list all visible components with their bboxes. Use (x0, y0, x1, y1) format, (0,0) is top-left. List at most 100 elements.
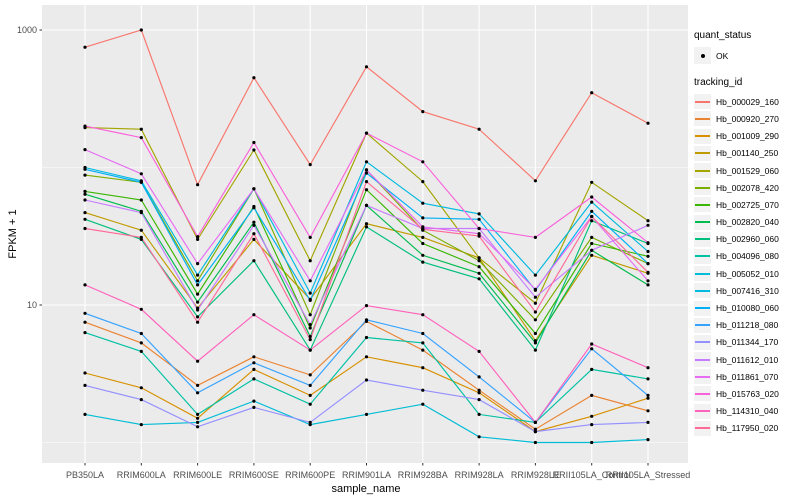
legend-item-label: Hb_117950_020 (716, 423, 779, 434)
data-point-Hb_004096_080 (421, 341, 425, 345)
x-tick-label: PB350LA (66, 470, 104, 480)
legend-item-Hb_000920_270: Hb_000920_270 (694, 110, 798, 127)
data-point-Hb_001009_290 (83, 371, 87, 375)
data-point-Hb_011344_170 (590, 423, 594, 427)
legend-item-ok: OK (694, 47, 798, 65)
data-point-Hb_114310_040 (308, 348, 312, 352)
data-point-Hb_114310_040 (646, 366, 650, 370)
data-point-Hb_117950_020 (83, 226, 87, 231)
data-point-Hb_015763_020 (477, 226, 481, 231)
data-point-Hb_000029_160 (139, 28, 143, 32)
data-point-Hb_114310_040 (196, 359, 200, 363)
legend-title-tracking-id: tracking_id (694, 77, 743, 89)
legend-key (694, 248, 711, 264)
data-point-Hb_001529_060 (139, 127, 143, 131)
legend-key (694, 403, 711, 419)
data-point-Hb_000029_160 (252, 76, 256, 80)
data-point-Hb_011612_010 (139, 211, 143, 215)
data-point-Hb_001009_290 (196, 416, 200, 420)
legend-item-Hb_002820_040: Hb_002820_040 (694, 214, 798, 231)
data-point-Hb_005052_010 (196, 420, 200, 424)
data-point-Hb_001140_250 (83, 211, 87, 215)
legend-key (694, 369, 711, 385)
legend-key (694, 94, 711, 110)
data-point-Hb_015763_020 (139, 136, 143, 140)
data-point-Hb_011218_080 (364, 318, 369, 322)
legend-key (694, 334, 711, 350)
data-point-Hb_004096_080 (308, 402, 312, 406)
legend-item-label: Hb_114310_040 (716, 406, 779, 417)
data-point-Hb_007416_310 (308, 291, 312, 295)
legend-item-label: Hb_005052_010 (716, 268, 779, 279)
data-point-Hb_004096_080 (477, 412, 481, 416)
data-point-Hb_000029_160 (308, 163, 312, 167)
data-point-Hb_011218_080 (646, 393, 650, 397)
legend-title-quant-status: quant_status (694, 30, 752, 41)
data-point-Hb_114310_040 (477, 349, 481, 353)
x-axis-title: sample_name (331, 483, 401, 495)
data-point-Hb_114310_040 (421, 313, 425, 317)
legend-key (694, 128, 711, 144)
legend-key-line-icon (695, 272, 710, 275)
legend-key (694, 197, 711, 213)
data-point-Hb_011612_010 (590, 248, 594, 252)
data-point-Hb_011861_070 (421, 225, 425, 229)
data-point-Hb_002078_420 (590, 235, 594, 239)
data-point-Hb_010080_060 (421, 216, 425, 220)
data-point-Hb_000920_270 (533, 427, 538, 431)
data-point-Hb_005052_010 (83, 412, 87, 416)
data-point-Hb_010080_060 (252, 206, 256, 210)
data-point-Hb_000920_270 (646, 409, 650, 413)
data-point-Hb_011861_070 (83, 148, 87, 152)
legend-item-label: Hb_011344_170 (716, 337, 779, 348)
data-point-Hb_011344_170 (139, 398, 143, 402)
legend-item-Hb_007416_310: Hb_007416_310 (694, 282, 798, 299)
data-point-Hb_011612_010 (252, 223, 256, 227)
legend-key-line-icon (695, 341, 710, 344)
data-point-Hb_011861_070 (477, 232, 481, 236)
data-point-Hb_011218_080 (83, 311, 87, 315)
data-point-Hb_011861_070 (139, 172, 143, 176)
data-point-Hb_000920_270 (83, 320, 87, 324)
data-point-Hb_011344_170 (533, 430, 538, 434)
data-point-Hb_011218_080 (421, 331, 425, 336)
data-point-Hb_114310_040 (252, 313, 256, 317)
data-point-Hb_015763_020 (421, 160, 425, 164)
y-tick-label: 1000 (17, 25, 37, 35)
data-point-Hb_010080_060 (364, 171, 369, 175)
data-point-Hb_117950_020 (421, 227, 425, 231)
legend-key-line-icon (695, 135, 710, 138)
data-point-Hb_002725_070 (477, 265, 481, 269)
legend-item-label: Hb_002960_060 (716, 234, 779, 245)
legend-item-label: Hb_002078_420 (716, 182, 779, 193)
data-point-Hb_000029_160 (646, 121, 650, 125)
legend-key (694, 214, 711, 230)
data-point-Hb_000920_270 (139, 341, 143, 345)
legend-item-Hb_001009_290: Hb_001009_290 (694, 128, 798, 145)
legend-key-line-icon (695, 169, 710, 172)
x-tick-label: RRII105LA_Control (553, 470, 631, 480)
legend-key-line-icon (695, 410, 710, 413)
data-point-Hb_011218_080 (139, 331, 143, 336)
legend-key-line-icon (695, 289, 710, 292)
data-point-Hb_002960_060 (477, 277, 481, 281)
data-point-Hb_002960_060 (196, 315, 200, 319)
legend-item-label: Hb_002725_070 (716, 199, 779, 210)
data-point-Hb_000920_270 (308, 373, 312, 377)
legend-key (694, 283, 711, 299)
data-point-Hb_001529_060 (477, 256, 481, 260)
data-point-Hb_015763_020 (590, 195, 594, 199)
legend-item-Hb_114310_040: Hb_114310_040 (694, 403, 798, 420)
data-point-Hb_002078_420 (477, 259, 481, 263)
x-tick-label: RRIM928BA (398, 470, 448, 480)
data-point-Hb_000029_160 (83, 45, 87, 49)
legend-item-Hb_004096_080: Hb_004096_080 (694, 248, 798, 265)
data-point-Hb_005052_010 (139, 423, 143, 427)
data-point-Hb_011218_080 (308, 383, 312, 387)
data-point-Hb_001140_250 (139, 228, 143, 232)
data-point-Hb_005052_010 (308, 423, 312, 427)
x-tick-label: RRIM600SE (229, 470, 279, 480)
data-point-Hb_117950_020 (477, 234, 481, 238)
data-point-Hb_117950_020 (196, 320, 200, 324)
data-point-Hb_010080_060 (139, 180, 143, 184)
